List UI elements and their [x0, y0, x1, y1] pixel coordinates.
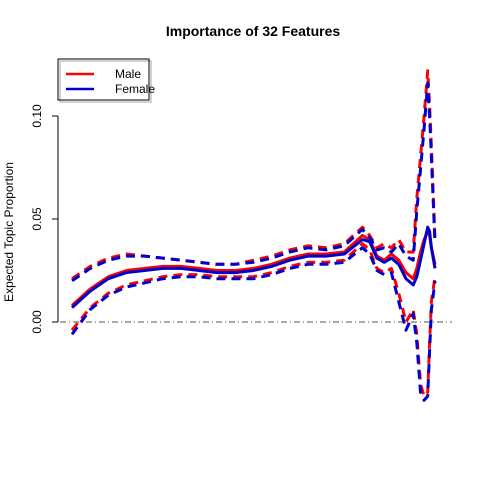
female-mean-line — [70, 225, 437, 309]
male-mean-line — [70, 229, 437, 307]
y-tick-label-1: 0.05 — [30, 207, 44, 231]
chart-title: Importance of 32 Features — [166, 23, 340, 39]
y-tick-label-2: 0.10 — [30, 104, 44, 128]
male-lower-ci — [70, 242, 437, 398]
legend-box — [57, 58, 150, 101]
legend-female-label: Female — [115, 82, 155, 96]
series-layer — [70, 69, 437, 402]
legend: Male Female — [57, 58, 155, 103]
legend-male-label: Male — [115, 67, 141, 81]
y-tick-label-0: 0.00 — [30, 310, 44, 334]
y-axis-label: Expected Topic Proportion — [2, 162, 16, 302]
female-upper-ci — [71, 81, 437, 283]
y-axis: 0.00 0.05 0.10 — [30, 104, 59, 334]
legend-box-shadow — [59, 60, 152, 103]
female-lower-ci — [70, 246, 437, 402]
